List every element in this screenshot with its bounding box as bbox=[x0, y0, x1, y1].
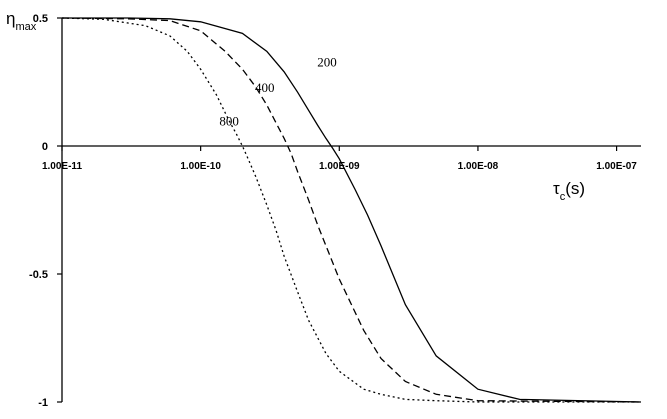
x-axis-title-unit: (s) bbox=[565, 179, 585, 198]
x-tick-label: 1.00E-08 bbox=[458, 161, 499, 172]
y-tick-label: -1 bbox=[38, 397, 48, 409]
x-axis-title-sub: c bbox=[560, 191, 566, 203]
x-tick-label: 1.00E-10 bbox=[180, 161, 221, 172]
series-label-800: 800 bbox=[219, 114, 239, 129]
series-line-400 bbox=[61, 17, 642, 403]
series-label-200: 200 bbox=[317, 55, 337, 70]
x-ticks: 1.00E-11 1.00E-10 1.00E-09 1.00E-08 1.00E-07 bbox=[42, 146, 637, 172]
axes bbox=[61, 18, 641, 402]
x-tick-label: 1.00E-07 bbox=[596, 161, 637, 172]
x-axis-title: τc(s) bbox=[553, 179, 585, 203]
y-axis-title-sub: max bbox=[15, 21, 36, 33]
svg-text:ηmax: ηmax bbox=[6, 9, 37, 33]
y-tick-label: -0.5 bbox=[29, 269, 48, 281]
y-tick-label: 0 bbox=[42, 141, 48, 153]
series-labels: 200 400 800 bbox=[219, 55, 336, 129]
series-label-400: 400 bbox=[255, 80, 275, 95]
x-axis-title-main: τ bbox=[553, 179, 560, 198]
series-line-200 bbox=[62, 17, 642, 403]
y-axis-title-main: η bbox=[6, 9, 15, 28]
svg-text:τc(s): τc(s) bbox=[553, 179, 585, 203]
x-tick-label: 1.00E-09 bbox=[319, 161, 360, 172]
series-layer bbox=[61, 17, 642, 403]
y-axis-title: ηmax bbox=[6, 9, 37, 33]
x-tick-label: 1.00E-11 bbox=[42, 161, 82, 172]
y-tick-label: 0.5 bbox=[33, 13, 48, 25]
y-ticks: 0.5 0 -0.5 -1 bbox=[29, 13, 62, 409]
series-line-800 bbox=[61, 17, 641, 403]
